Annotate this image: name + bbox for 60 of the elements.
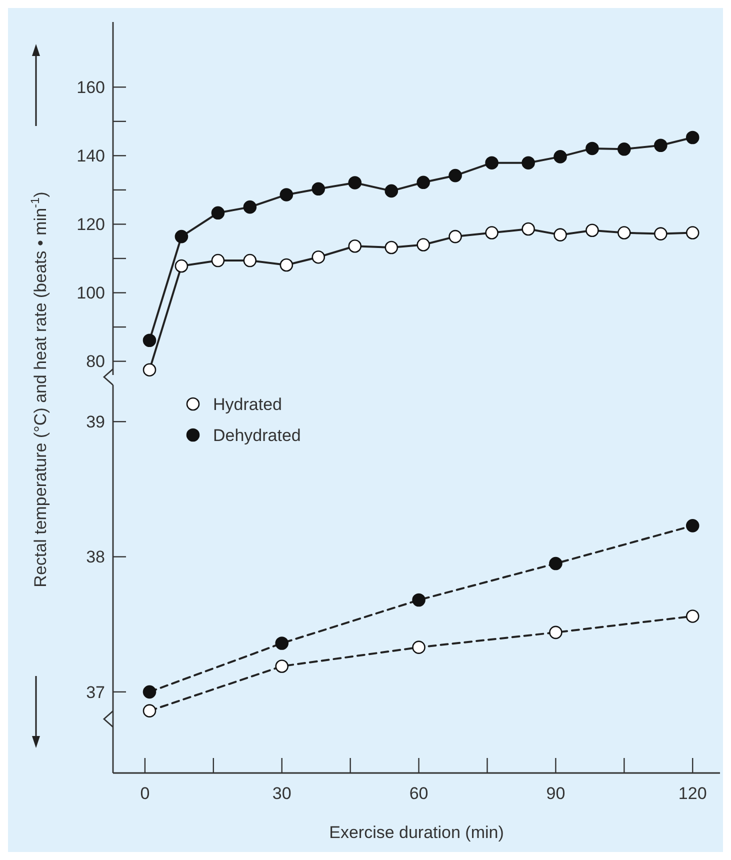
point bbox=[275, 636, 289, 650]
y-tick-label: 160 bbox=[76, 78, 105, 98]
point bbox=[618, 142, 631, 156]
point bbox=[384, 184, 398, 198]
point bbox=[686, 610, 700, 623]
point bbox=[174, 230, 188, 244]
y-tick-label: 100 bbox=[76, 284, 105, 303]
point bbox=[142, 334, 156, 348]
x-tick-label: 120 bbox=[678, 784, 707, 803]
point bbox=[686, 519, 700, 532]
point bbox=[280, 258, 294, 272]
x-tick-label: 60 bbox=[409, 784, 428, 803]
point bbox=[618, 226, 631, 240]
point bbox=[348, 239, 362, 253]
point bbox=[448, 230, 462, 244]
point bbox=[485, 226, 498, 240]
point bbox=[586, 224, 599, 238]
point bbox=[686, 226, 700, 240]
point bbox=[416, 238, 430, 252]
point bbox=[522, 156, 535, 170]
point bbox=[485, 156, 498, 170]
point bbox=[686, 130, 700, 144]
point bbox=[142, 685, 156, 699]
y-tick-label: 80 bbox=[86, 352, 105, 372]
point bbox=[142, 363, 156, 377]
y-tick-label: 38 bbox=[86, 548, 105, 567]
point bbox=[416, 176, 430, 190]
point bbox=[275, 660, 289, 673]
point bbox=[280, 188, 294, 202]
point bbox=[549, 626, 562, 640]
x-tick-label: 0 bbox=[140, 784, 150, 803]
legend-label: Dehydrated bbox=[213, 426, 301, 445]
point bbox=[412, 640, 426, 654]
y-tick-label: 39 bbox=[86, 412, 105, 432]
point bbox=[174, 259, 188, 273]
point bbox=[586, 142, 599, 156]
point bbox=[549, 556, 562, 570]
point bbox=[554, 228, 567, 242]
x-tick-label: 30 bbox=[272, 784, 292, 803]
point bbox=[211, 206, 225, 220]
y-tick-label: 140 bbox=[76, 146, 105, 166]
point bbox=[243, 254, 257, 268]
point bbox=[448, 168, 462, 182]
point bbox=[554, 150, 567, 164]
point bbox=[312, 182, 326, 196]
x-axis-title: Exercise duration (min) bbox=[329, 823, 504, 842]
point bbox=[312, 250, 326, 264]
y-tick-label: 120 bbox=[76, 215, 105, 234]
y-tick-label: 37 bbox=[86, 682, 105, 702]
point bbox=[654, 227, 668, 240]
point bbox=[654, 138, 668, 152]
point bbox=[211, 254, 225, 268]
point bbox=[348, 176, 362, 190]
x-tick-label: 90 bbox=[546, 784, 566, 803]
point bbox=[384, 240, 398, 254]
point bbox=[243, 200, 257, 214]
point bbox=[522, 222, 535, 236]
point bbox=[142, 704, 156, 718]
point bbox=[412, 593, 426, 607]
legend-label: Hydrated bbox=[213, 394, 282, 414]
